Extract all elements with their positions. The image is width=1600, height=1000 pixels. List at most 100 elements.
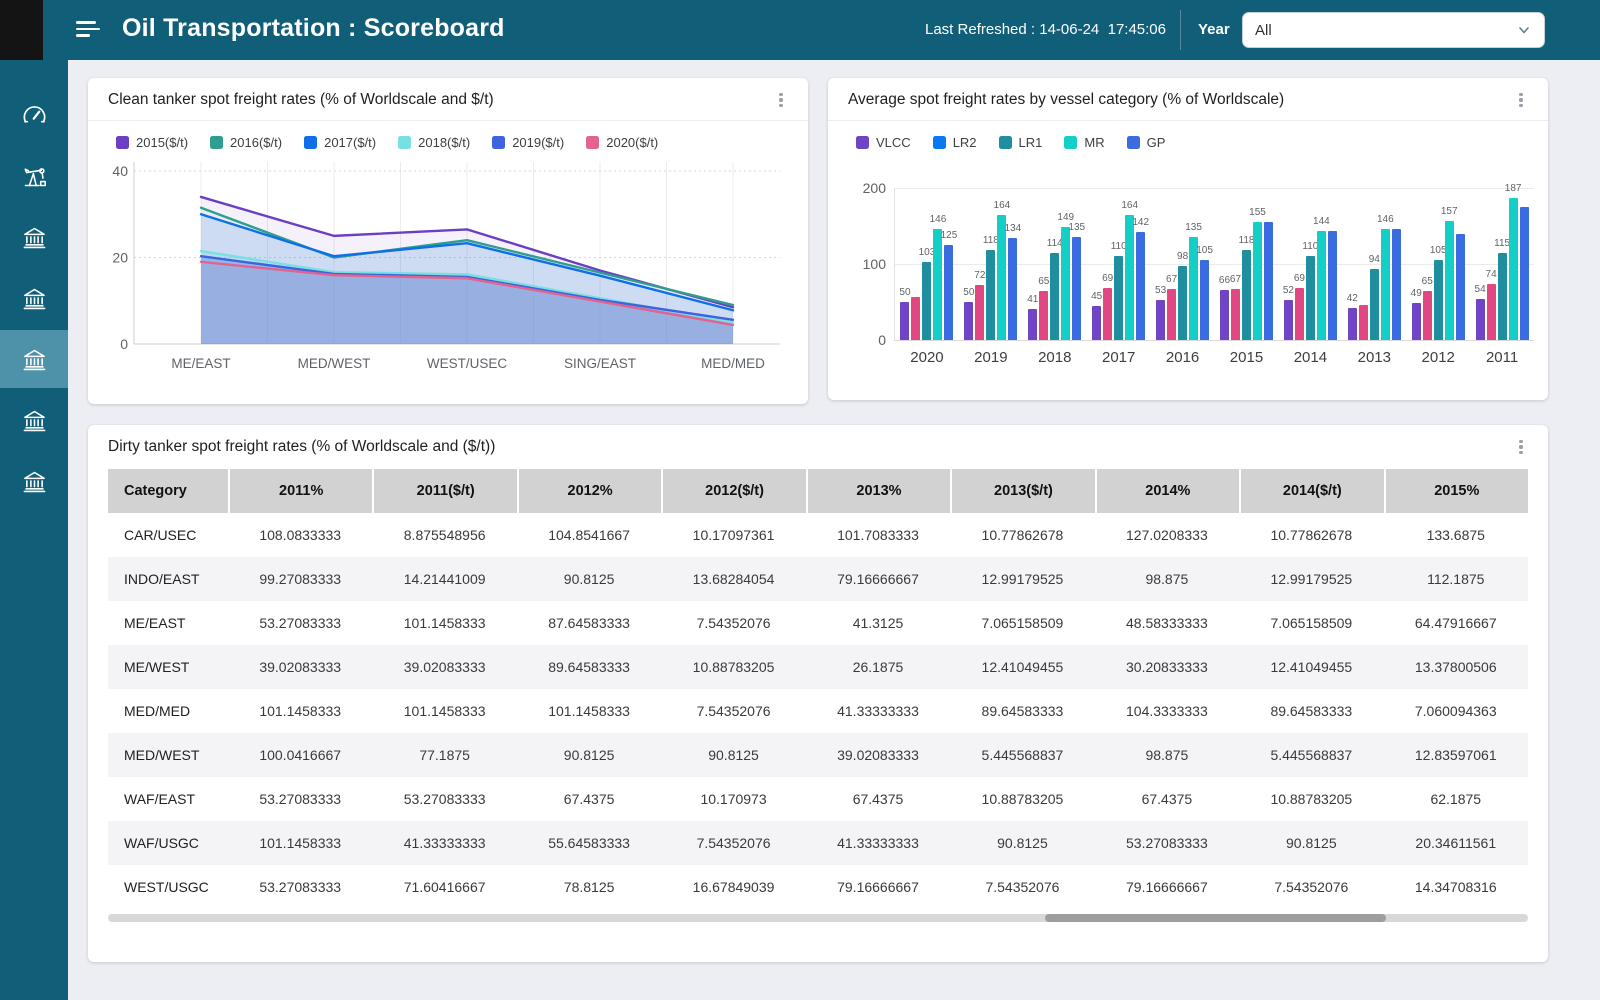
bar-LR2-2017[interactable]: 69	[1103, 288, 1112, 340]
bar-LR1-2019[interactable]: 118	[986, 250, 995, 340]
bar-MR-2015[interactable]: 155	[1253, 222, 1262, 340]
clean-rates-area-chart[interactable]: 02040ME/EASTMED/WESTWEST/USECSING/EASTME…	[98, 152, 798, 384]
table-cell: 7.54352076	[1239, 865, 1383, 909]
bar-GP-2019[interactable]: 134	[1008, 238, 1017, 340]
bar-VLCC-2015[interactable]: 66	[1220, 290, 1229, 340]
bar-value-label: 155	[1249, 207, 1266, 218]
table-row: WAF/USGC101.145833341.3333333355.6458333…	[108, 821, 1528, 865]
sidebar-item-6[interactable]	[0, 452, 68, 510]
menu-icon[interactable]	[76, 21, 102, 39]
bar-LR1-2012[interactable]: 105	[1434, 260, 1443, 340]
bar-VLCC-2016[interactable]: 53	[1156, 300, 1165, 340]
bar-LR2-2020[interactable]	[911, 297, 920, 340]
scrollbar-thumb[interactable]	[1045, 914, 1386, 922]
bar-GP-2018[interactable]: 135	[1072, 237, 1081, 340]
table-cell: 7.54352076	[661, 689, 805, 733]
horizontal-scrollbar[interactable]	[108, 914, 1528, 922]
column-header-2011($/t)[interactable]: 2011($/t)	[372, 469, 516, 513]
bar-VLCC-2011[interactable]: 54	[1476, 299, 1485, 340]
bar-LR2-2018[interactable]: 65	[1039, 291, 1048, 340]
bar-MR-2011[interactable]: 187	[1509, 198, 1518, 340]
bar-VLCC-2019[interactable]: 50	[964, 302, 973, 340]
column-header-2013%[interactable]: 2013%	[806, 469, 950, 513]
bar-LR2-2013[interactable]	[1359, 305, 1368, 340]
sidebar-item-1[interactable]	[0, 147, 68, 205]
bar-LR1-2020[interactable]: 103	[922, 262, 931, 340]
legend-item[interactable]: 2015($/t)	[116, 135, 188, 150]
table-cell: 10.17097361	[661, 513, 805, 557]
sidebar-item-4-active[interactable]	[0, 330, 68, 388]
bar-LR1-2017[interactable]: 110	[1114, 256, 1123, 340]
bar-LR2-2019[interactable]: 72	[975, 285, 984, 340]
sidebar-item-2[interactable]	[0, 208, 68, 266]
table-cell: 10.88783205	[950, 777, 1094, 821]
column-header-Category[interactable]: Category	[108, 469, 228, 513]
table-cell: 41.33333333	[372, 821, 516, 865]
bar-VLCC-2017[interactable]: 45	[1092, 306, 1101, 340]
bank-icon	[21, 407, 48, 434]
bar-VLCC-2012[interactable]: 49	[1412, 303, 1421, 340]
bar-GP-2015[interactable]	[1264, 222, 1273, 340]
table-cell: 127.0208333	[1095, 513, 1239, 557]
bar-GP-2014[interactable]	[1328, 231, 1337, 340]
column-header-2015%[interactable]: 2015%	[1384, 469, 1528, 513]
card-menu-icon[interactable]	[1512, 90, 1530, 110]
legend-item[interactable]: MR	[1064, 135, 1104, 150]
bar-LR1-2018[interactable]: 114	[1050, 253, 1059, 340]
card-menu-icon[interactable]	[1512, 437, 1530, 457]
legend-item[interactable]: 2017($/t)	[304, 135, 376, 150]
y-axis-tick: 0	[848, 332, 886, 348]
bar-MR-2018[interactable]: 149	[1061, 227, 1070, 340]
legend-item[interactable]: LR1	[999, 135, 1043, 150]
sidebar-item-5[interactable]	[0, 391, 68, 449]
sidebar-item-3[interactable]	[0, 269, 68, 327]
legend-item[interactable]: 2020($/t)	[586, 135, 658, 150]
table-cell: 10.77862678	[950, 513, 1094, 557]
bar-MR-2013[interactable]: 146	[1381, 229, 1390, 340]
bar-VLCC-2018[interactable]: 41	[1028, 309, 1037, 340]
bar-LR1-2013[interactable]: 94	[1370, 269, 1379, 340]
bar-GP-2017[interactable]: 142	[1136, 232, 1145, 340]
bar-MR-2020[interactable]: 146	[933, 229, 942, 340]
bar-LR2-2014[interactable]: 69	[1295, 288, 1304, 340]
bar-GP-2020[interactable]: 125	[944, 245, 953, 340]
legend-swatch	[856, 136, 869, 149]
legend-item[interactable]: 2018($/t)	[398, 135, 470, 150]
bar-GP-2012[interactable]	[1456, 234, 1465, 340]
legend-item[interactable]: LR2	[933, 135, 977, 150]
x-axis-label: ME/EAST	[171, 356, 230, 371]
legend-item[interactable]: GP	[1127, 135, 1166, 150]
bar-GP-2011[interactable]	[1520, 207, 1529, 340]
card-menu-icon[interactable]	[772, 90, 790, 110]
bar-VLCC-2020[interactable]: 50	[900, 302, 909, 340]
sidebar-item-0[interactable]	[0, 86, 68, 144]
bar-MR-2012[interactable]: 157	[1445, 221, 1454, 340]
bar-LR2-2011[interactable]: 74	[1487, 284, 1496, 340]
legend-item[interactable]: 2016($/t)	[210, 135, 282, 150]
bar-GP-2016[interactable]: 105	[1200, 260, 1209, 340]
column-header-2011%[interactable]: 2011%	[228, 469, 372, 513]
column-header-2013($/t)[interactable]: 2013($/t)	[950, 469, 1094, 513]
bar-value-label: 144	[1313, 216, 1330, 227]
bar-LR2-2015[interactable]: 67	[1231, 289, 1240, 340]
legend-item[interactable]: 2019($/t)	[492, 135, 564, 150]
bar-LR2-2012[interactable]: 65	[1423, 291, 1432, 340]
bar-LR1-2016[interactable]: 98	[1178, 266, 1187, 340]
column-header-2012%[interactable]: 2012%	[517, 469, 661, 513]
column-header-2014($/t)[interactable]: 2014($/t)	[1239, 469, 1383, 513]
bar-value-label: 54	[1475, 284, 1486, 295]
legend-item[interactable]: VLCC	[856, 135, 911, 150]
column-header-2014%[interactable]: 2014%	[1095, 469, 1239, 513]
bar-value-label: 72	[974, 270, 985, 281]
bar-LR2-2016[interactable]: 67	[1167, 289, 1176, 340]
bar-VLCC-2013[interactable]: 42	[1348, 308, 1357, 340]
bar-LR1-2011[interactable]: 115	[1498, 253, 1507, 340]
bar-MR-2014[interactable]: 144	[1317, 231, 1326, 340]
bar-GP-2013[interactable]	[1392, 229, 1401, 340]
column-header-2012($/t)[interactable]: 2012($/t)	[661, 469, 805, 513]
bar-VLCC-2014[interactable]: 52	[1284, 300, 1293, 340]
bar-LR1-2014[interactable]: 110	[1306, 256, 1315, 340]
bar-LR1-2015[interactable]: 118	[1242, 250, 1251, 340]
bar-MR-2017[interactable]: 164	[1125, 215, 1134, 340]
year-dropdown[interactable]: All	[1242, 12, 1545, 48]
